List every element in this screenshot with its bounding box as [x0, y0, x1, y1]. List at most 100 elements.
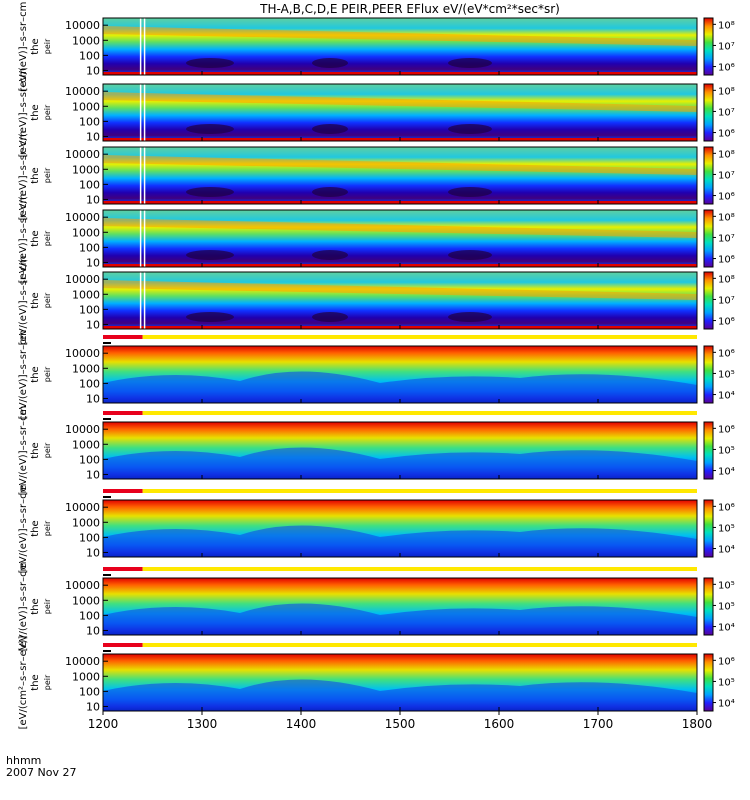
y-tick-label: 10	[86, 700, 100, 713]
colorbar-tick-label: 10⁶	[718, 255, 735, 266]
x-tick-label: 1400	[286, 717, 317, 731]
y-tick-label: 10	[86, 392, 100, 405]
y-axis-label-the: the	[30, 674, 41, 690]
low-energy-region	[103, 447, 697, 479]
y-axis-label-units: [eV/(eV)]–s–sr–cm	[18, 194, 29, 284]
x-axis: 1200 1300 1400 1500 1600 1700 1800	[88, 711, 713, 731]
panel: 10 100 1000 10000 the[eV/(eV)]–s–sr–cm peir 10…	[18, 131, 735, 221]
panel: 10 100 1000 10000 the[eV/(eV)]–s–sr–cm peir 10…	[18, 256, 735, 346]
y-axis-label-the: the	[30, 292, 41, 308]
spectrogram-body	[103, 84, 697, 141]
y-axis-label-peir: peir	[43, 104, 52, 120]
y-axis-label-the: the	[30, 38, 41, 54]
y-tick-label: 10	[86, 468, 100, 481]
colorbar-tick-label: 10⁸	[718, 149, 735, 160]
colorbar-tick-label: 10⁴	[718, 699, 735, 710]
colorbar	[703, 577, 714, 636]
colorbar-tick-label: 10⁷	[718, 295, 735, 306]
x-tick-label: 1800	[682, 717, 713, 731]
y-tick-label: 10	[86, 64, 100, 77]
y-tick-label: 1000	[72, 163, 100, 176]
x-tick-label: 1500	[385, 717, 416, 731]
y-tick-label: 10000	[65, 423, 100, 436]
y-tick-label: 10000	[65, 148, 100, 161]
y-tick-label: 10000	[65, 85, 100, 98]
y-tick-label: 100	[79, 178, 100, 191]
colorbar	[703, 653, 714, 712]
low-energy-blob	[448, 58, 492, 68]
colorbar-tick-label: 10⁶	[718, 317, 735, 328]
y-tick-label: 10000	[65, 19, 100, 32]
panel: 10 100 1000 10000 the[eV/(eV)]–s–sr–cm peir 10…	[18, 484, 735, 574]
x-tick-label: 1700	[583, 717, 614, 731]
low-energy-blob	[448, 250, 492, 260]
low-energy-blob	[186, 312, 234, 322]
y-axis-label-the: the	[30, 442, 41, 458]
y-tick-label: 10	[86, 546, 100, 559]
colorbar-tick-label: 10⁷	[718, 233, 735, 244]
y-tick-label: 10000	[65, 273, 100, 286]
colorbar-tick-label: 10⁸	[718, 212, 735, 223]
y-axis-label-the: the	[30, 230, 41, 246]
gap-bar-available	[142, 489, 698, 493]
colorbar-tick-label: 10⁴	[718, 467, 735, 478]
y-tick-label: 100	[79, 377, 100, 390]
y-axis-label-peir: peir	[43, 442, 52, 458]
y-tick-label: 10	[86, 193, 100, 206]
y-tick-label: 10000	[65, 579, 100, 592]
y-axis-label-peir: peir	[43, 230, 52, 246]
gap-bar-available	[142, 567, 698, 571]
y-tick-label: 10	[86, 130, 100, 143]
y-axis-label-units: [eV/(eV)]–s–sr–cm	[18, 68, 29, 158]
colorbar-tick-label: 10⁵	[718, 445, 735, 456]
colorbar	[703, 271, 714, 330]
panel: 10 100 1000 10000 the[eV/(eV)]–s–sr–cm peir 10…	[18, 194, 735, 284]
colorbar	[703, 345, 714, 404]
y-tick-label: 10	[86, 256, 100, 269]
y-axis-label-units: [eV/(eV)]–s–sr–cm	[18, 256, 29, 346]
low-energy-blob	[312, 58, 348, 68]
low-energy-blob	[312, 312, 348, 322]
low-energy-blob	[186, 250, 234, 260]
y-tick-label: 100	[79, 685, 100, 698]
y-axis-label-peir: peir	[43, 167, 52, 183]
y-tick-label: 1000	[72, 34, 100, 47]
y-axis-label-units: [eV/(eV)]–s–sr–cm	[18, 562, 29, 652]
gap-bar-available	[142, 335, 698, 339]
colorbar-tick-label: 10⁴	[718, 391, 735, 402]
y-axis-label-units: [eV/(eV)]–s–sr–cm	[18, 131, 29, 221]
y-tick-label: 10000	[65, 501, 100, 514]
colorbar	[703, 499, 714, 558]
y-axis-label-units: [eV/(eV)]–s–sr–cm	[18, 330, 29, 420]
colorbar-tick-label: 10⁶	[718, 192, 735, 203]
low-energy-blob	[448, 187, 492, 197]
y-axis-label-units: [eV/(eV)]–s–sr–cm	[18, 2, 29, 92]
spectrogram-body	[103, 147, 697, 204]
colorbar-tick-label: 10⁵	[718, 369, 735, 380]
low-energy-blob	[448, 312, 492, 322]
energy-band	[103, 218, 697, 238]
spectrogram-body	[103, 272, 697, 329]
x-tick-label: 1600	[484, 717, 515, 731]
colorbar-tick-label: 10⁴	[718, 623, 735, 634]
panel: 10 100 1000 10000 the[eV/(eV)]–s–sr–cm peir 10…	[18, 562, 735, 652]
y-axis-label-peir: peir	[43, 520, 52, 536]
y-axis-label-units: [eV/(eV)]–s–sr–cm	[18, 406, 29, 496]
spectrogram-body	[103, 210, 697, 267]
colorbar-tick-label: 10⁷	[718, 107, 735, 118]
y-tick-label: 10	[86, 318, 100, 331]
gap-tick	[103, 342, 111, 344]
energy-band	[103, 155, 697, 175]
panel: 10 100 1000 10000 the[eV/(eV)]–s–sr–cm peir 10…	[18, 2, 735, 92]
colorbar-tick-label: 10⁴	[718, 545, 735, 556]
y-axis-label-peir: peir	[43, 292, 52, 308]
colorbar-tick-label: 10⁵	[718, 677, 735, 688]
low-energy-blob	[186, 187, 234, 197]
y-tick-label: 1000	[72, 594, 100, 607]
colorbar	[703, 17, 714, 76]
colorbar-tick-label: 10⁵	[718, 601, 735, 612]
gap-bar-missing	[103, 567, 143, 571]
y-axis-label-peir: peir	[43, 366, 52, 382]
